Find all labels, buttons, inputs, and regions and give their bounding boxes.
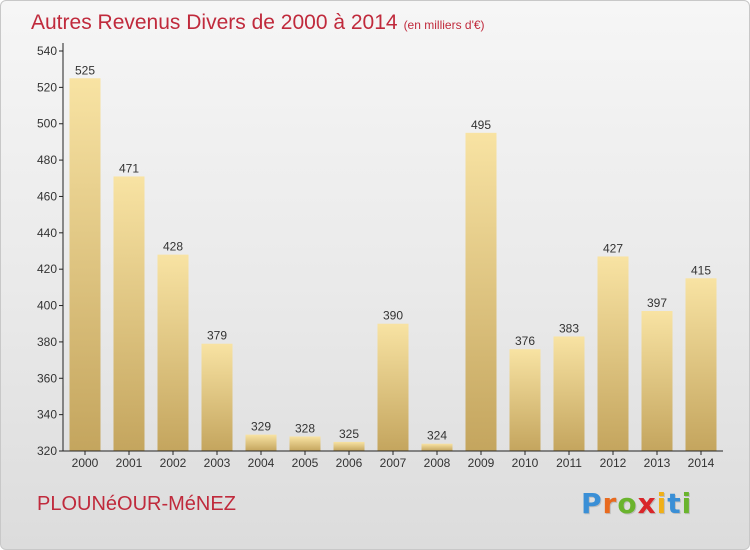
bar-2013: [641, 311, 673, 451]
x-axis: 2000 2001 2002 2003 2004 2005 2006 2007 2008 2009…: [63, 450, 723, 470]
x-tick-label-2013: 2013: [644, 456, 671, 470]
bar-2008: [421, 443, 453, 451]
y-tick-label: 480: [37, 153, 57, 167]
value-label-2013: 397: [647, 296, 667, 310]
value-label-2005: 328: [295, 421, 315, 435]
bars: [69, 78, 717, 452]
logo-letter: i: [681, 487, 693, 520]
x-tick-label-2014: 2014: [688, 456, 715, 470]
logo-letter: r: [602, 487, 618, 520]
bar-2012: [597, 256, 629, 451]
value-label-2014: 415: [691, 263, 711, 277]
value-label-2011: 383: [559, 321, 579, 335]
logo-letter: P: [581, 487, 603, 520]
value-labels: 525 471 428 379 329 328 325 390 324 495 376 383 427 3…: [75, 63, 711, 442]
y-tick-label: 440: [37, 226, 57, 240]
y-axis: 320 340 360 380 400 420 440 460 480 500 520 540: [37, 43, 64, 458]
y-tick-label: 540: [37, 44, 57, 58]
bar-2003: [201, 343, 233, 451]
x-tick-label-2005: 2005: [292, 456, 319, 470]
y-tick-label: 360: [37, 371, 57, 385]
value-label-2007: 390: [383, 309, 403, 323]
x-tick-label-2009: 2009: [468, 456, 495, 470]
x-tick-label-2008: 2008: [424, 456, 451, 470]
x-tick-label-2011: 2011: [556, 456, 582, 470]
value-label-2008: 324: [427, 429, 447, 443]
x-tick-label-2010: 2010: [512, 456, 539, 470]
x-tick-label-2004: 2004: [248, 456, 275, 470]
y-tick-label: 500: [37, 117, 57, 131]
x-tick-label-2002: 2002: [160, 456, 187, 470]
y-tick-label: 420: [37, 262, 57, 276]
value-label-2001: 471: [119, 161, 139, 175]
chart-subtitle: (en milliers d'€): [403, 18, 485, 32]
logo-letter: i: [656, 487, 668, 520]
bar-2006: [333, 441, 365, 451]
y-tick-label: 400: [37, 299, 57, 313]
bar-2014: [685, 278, 717, 451]
x-tick-label-2007: 2007: [380, 456, 407, 470]
x-tick-label-2001: 2001: [116, 456, 143, 470]
y-tick-label: 340: [37, 408, 57, 422]
y-tick-label: 320: [37, 444, 57, 458]
x-tick-label-2012: 2012: [600, 456, 627, 470]
bar-2010: [509, 349, 541, 451]
value-label-2012: 427: [603, 241, 623, 255]
value-label-2002: 428: [163, 240, 183, 254]
x-tick-label-2000: 2000: [72, 456, 99, 470]
bar-2011: [553, 336, 585, 451]
value-label-2003: 379: [207, 329, 227, 343]
location-label: PLOUNéOUR-MéNEZ: [37, 493, 236, 515]
logo-letter: x: [637, 487, 657, 520]
bar-2009: [465, 132, 497, 451]
logo-letter: t: [667, 487, 682, 520]
value-label-2009: 495: [471, 118, 491, 132]
proxiti-logo[interactable]: Proxiti: [581, 487, 692, 520]
bar-2007: [377, 323, 409, 451]
x-tick-label-2006: 2006: [336, 456, 363, 470]
bar-2005: [289, 436, 321, 451]
y-tick-label: 460: [37, 189, 57, 203]
bar-2001: [113, 176, 145, 452]
chart-title-text: Autres Revenus Divers de 2000 à 2014: [31, 11, 398, 34]
bar-2002: [157, 254, 189, 451]
x-tick-label-2003: 2003: [204, 456, 231, 470]
y-tick-label: 380: [37, 335, 57, 349]
bar-2004: [245, 434, 277, 451]
value-label-2006: 325: [339, 427, 359, 441]
value-label-2004: 329: [251, 420, 271, 434]
logo-letter: o: [617, 487, 638, 520]
bar-2000: [69, 78, 101, 451]
value-label-2000: 525: [75, 63, 95, 77]
y-tick-label: 520: [37, 80, 57, 94]
value-label-2010: 376: [515, 334, 535, 348]
chart-title: Autres Revenus Divers de 2000 à 2014 (en …: [31, 11, 485, 35]
